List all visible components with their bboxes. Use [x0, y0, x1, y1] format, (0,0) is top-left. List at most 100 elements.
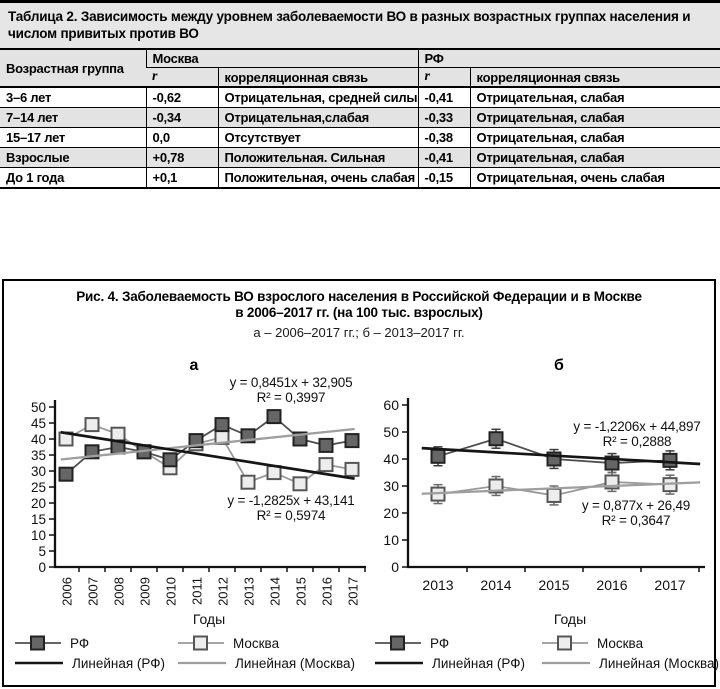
data-point-moscow: [110, 426, 126, 442]
data-point-moscow: [266, 465, 282, 481]
legend-label: Москва: [233, 635, 280, 651]
legend-label: Линейная (Москва): [235, 655, 356, 671]
equation-text: y = 0,8451x + 32,905: [229, 375, 353, 390]
table-row: 7–14 лет -0,34 Отрицательная,слабая -0,33 От…: [0, 107, 720, 128]
x-tick-label: 2017: [654, 577, 685, 593]
equation-text: y = -1,2825x + 43,141: [227, 493, 355, 508]
r-squared-text: R² = 0,2888: [602, 434, 672, 449]
table-cell: -0,41: [417, 147, 471, 168]
x-tick-label: 2015: [294, 577, 309, 606]
table-cell: Положительная, очень слабая: [217, 167, 419, 188]
data-point-rf: [214, 417, 230, 433]
legend-label: РФ: [70, 635, 90, 651]
data-point-rf: [188, 433, 204, 449]
x-tick-label: 2014: [268, 577, 283, 606]
y-tick-label: 30: [31, 464, 46, 479]
table-cell: 0,0: [145, 127, 218, 148]
col-header-r-rf: r: [417, 67, 471, 87]
x-tick-label: 2009: [138, 577, 153, 606]
table-cell: +0,1: [145, 167, 218, 188]
table-cell: 3–6 лет: [0, 86, 146, 108]
col-header-correlation-rf: корреляционная связь: [469, 67, 720, 87]
table-cell: Отрицательная,слабая: [217, 107, 419, 128]
table-cell: До 1 года: [0, 167, 146, 188]
data-point-moscow: [318, 457, 334, 473]
y-tick-label: 0: [38, 560, 46, 575]
table-cell: -0,38: [417, 127, 471, 148]
trend-equation-b-moscow: y = 0,877x + 26,49 R² = 0,3647: [536, 498, 720, 528]
figure4-box: Рис. 4. Заболеваемость ВО взрослого насе…: [2, 279, 719, 687]
legend-item-linear-moscow-a: Линейная (Москва): [178, 655, 355, 671]
table-cell: Отсутствует: [217, 127, 419, 148]
black-trendline-icon: [375, 661, 423, 665]
y-tick-label: 60: [383, 397, 399, 413]
x-axis-label-b: Годы: [553, 611, 587, 627]
y-tick-label: 5: [38, 544, 46, 559]
r-squared-text: R² = 0,3997: [256, 390, 326, 405]
panel-b-label: б: [554, 357, 564, 374]
table-row: Взрослые +0,78 Положительная. Сильная -0,41…: [0, 147, 720, 168]
trend-equation-a-rf: y = 0,8451x + 32,905 R² = 0,3997: [191, 375, 391, 405]
panel-a-label: а: [189, 357, 199, 374]
x-tick-label: 2007: [86, 577, 101, 606]
table-body: 3–6 лет -0,62 Отрицательная, средней силы -…: [0, 86, 720, 188]
y-tick-label: 40: [383, 451, 399, 467]
trend-line: [60, 430, 355, 480]
x-tick-label: 2010: [164, 577, 179, 606]
data-point-moscow: [84, 417, 100, 433]
data-point-moscow: [488, 478, 504, 494]
table-cell: 7–14 лет: [0, 107, 146, 128]
x-tick-label: 2014: [480, 577, 511, 593]
r-squared-text: R² = 0,3647: [601, 513, 671, 528]
table-cell: Отрицательная, слабая: [469, 127, 720, 148]
table-cell: +0,78: [145, 147, 218, 168]
col-header-age-group: Возрастная группа: [0, 50, 146, 87]
table2-title: Таблица 2. Зависимость между уровнем заб…: [0, 0, 720, 50]
x-tick-label: 2013: [242, 577, 257, 606]
data-point-rf: [162, 452, 178, 468]
legend-item-rf-a: РФ: [15, 635, 89, 651]
y-tick-label: 0: [391, 559, 399, 575]
col-header-correlation-moscow: корреляционная связь: [217, 67, 419, 87]
rf-marker-icon: [375, 635, 421, 651]
table-cell: Отрицательная, слабая: [469, 147, 720, 168]
y-tick-label: 30: [383, 478, 399, 494]
legend-item-linear-rf-a: Линейная (РФ): [15, 655, 165, 671]
moscow-marker-icon: [178, 635, 224, 651]
col-header-moscow: Москва: [145, 50, 419, 68]
y-tick-label: 35: [31, 448, 46, 463]
gray-trendline-icon: [178, 661, 226, 665]
data-point-moscow: [292, 476, 308, 492]
table-cell: Отрицательная, слабая: [469, 107, 720, 128]
data-point-moscow: [344, 461, 360, 477]
table-cell: Отрицательная, слабая: [469, 86, 720, 108]
table-cell: Отрицательная, очень слабая: [469, 167, 720, 188]
gray-trendline-icon: [542, 661, 590, 665]
legend-label: Москва: [597, 635, 644, 651]
x-tick-label: 2012: [216, 577, 231, 606]
figure4-title: Рис. 4. Заболеваемость ВО взрослого насе…: [4, 289, 714, 321]
y-tick-label: 10: [383, 532, 399, 548]
x-tick-label: 2016: [320, 577, 335, 606]
legend-item-moscow-b: Москва: [542, 635, 643, 651]
legend-label: Линейная (РФ): [432, 655, 526, 671]
trend-line: [421, 481, 701, 495]
col-header-rf: РФ: [417, 50, 720, 68]
data-point-rf: [58, 466, 74, 482]
table-cell: -0,33: [417, 107, 471, 128]
equation-text: y = 0,877x + 26,49: [581, 498, 691, 513]
figure4-title-line1: Рис. 4. Заболеваемость ВО взрослого насе…: [76, 289, 642, 304]
y-tick-label: 45: [31, 416, 46, 431]
legend-item-linear-rf-b: Линейная (РФ): [375, 655, 525, 671]
x-tick-label: 2013: [422, 577, 453, 593]
table-cell: Положительная. Сильная: [217, 147, 419, 168]
y-tick-label: 10: [31, 528, 46, 543]
chart-b-svg: 0 10 20 30 40 50 60 2013 2014 2015 2016 2017: [383, 397, 705, 593]
table-cell: -0,41: [417, 86, 471, 108]
axes: [53, 400, 366, 569]
legend-label: Линейная (РФ): [72, 655, 166, 671]
table-cell: 15–17 лет: [0, 127, 146, 148]
data-point-rf: [488, 431, 504, 447]
